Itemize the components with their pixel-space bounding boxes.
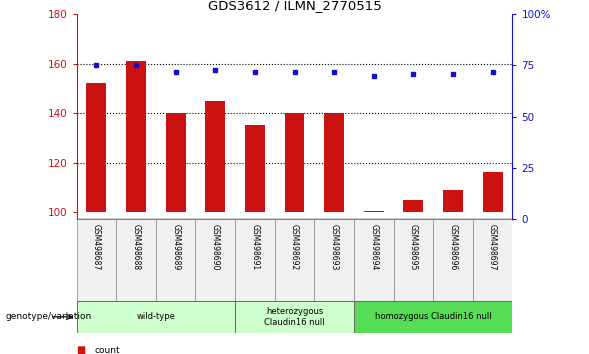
Text: GSM498692: GSM498692 (290, 224, 299, 270)
Text: GSM498691: GSM498691 (250, 224, 259, 270)
Bar (116, 219, 156, 301)
Bar (166, 113, 186, 212)
Bar (126, 61, 146, 212)
Text: ■: ■ (77, 346, 86, 354)
Text: GSM498690: GSM498690 (211, 224, 220, 270)
Text: count: count (94, 346, 120, 354)
Text: GSM498694: GSM498694 (369, 224, 378, 270)
Bar (284, 113, 305, 212)
Bar (403, 200, 423, 212)
Bar (77, 301, 235, 333)
Text: wild-type: wild-type (137, 312, 176, 321)
Text: GSM498695: GSM498695 (409, 224, 418, 270)
Bar (156, 219, 196, 301)
Bar (206, 101, 225, 212)
Bar (274, 219, 315, 301)
Text: genotype/variation: genotype/variation (6, 312, 92, 321)
Text: GSM498697: GSM498697 (488, 224, 497, 270)
Text: GSM498693: GSM498693 (330, 224, 339, 270)
Bar (245, 125, 265, 212)
Bar (364, 211, 383, 212)
Bar (315, 219, 354, 301)
Bar (393, 219, 433, 301)
Text: heterozygous
Claudin16 null: heterozygous Claudin16 null (264, 307, 325, 326)
Text: GSM498688: GSM498688 (131, 224, 141, 270)
Bar (77, 219, 116, 301)
Text: GSM498696: GSM498696 (448, 224, 458, 270)
Bar (433, 219, 473, 301)
Title: GDS3612 / ILMN_2770515: GDS3612 / ILMN_2770515 (208, 0, 381, 12)
Text: GSM498687: GSM498687 (92, 224, 101, 270)
Text: GSM498689: GSM498689 (171, 224, 180, 270)
Bar (196, 219, 235, 301)
Text: homozygous Claudin16 null: homozygous Claudin16 null (375, 312, 491, 321)
Bar (483, 172, 502, 212)
Bar (354, 301, 512, 333)
Bar (354, 219, 393, 301)
Bar (473, 219, 512, 301)
Bar (443, 190, 463, 212)
Bar (235, 301, 354, 333)
Bar (235, 219, 274, 301)
Bar (87, 84, 106, 212)
Bar (324, 113, 344, 212)
